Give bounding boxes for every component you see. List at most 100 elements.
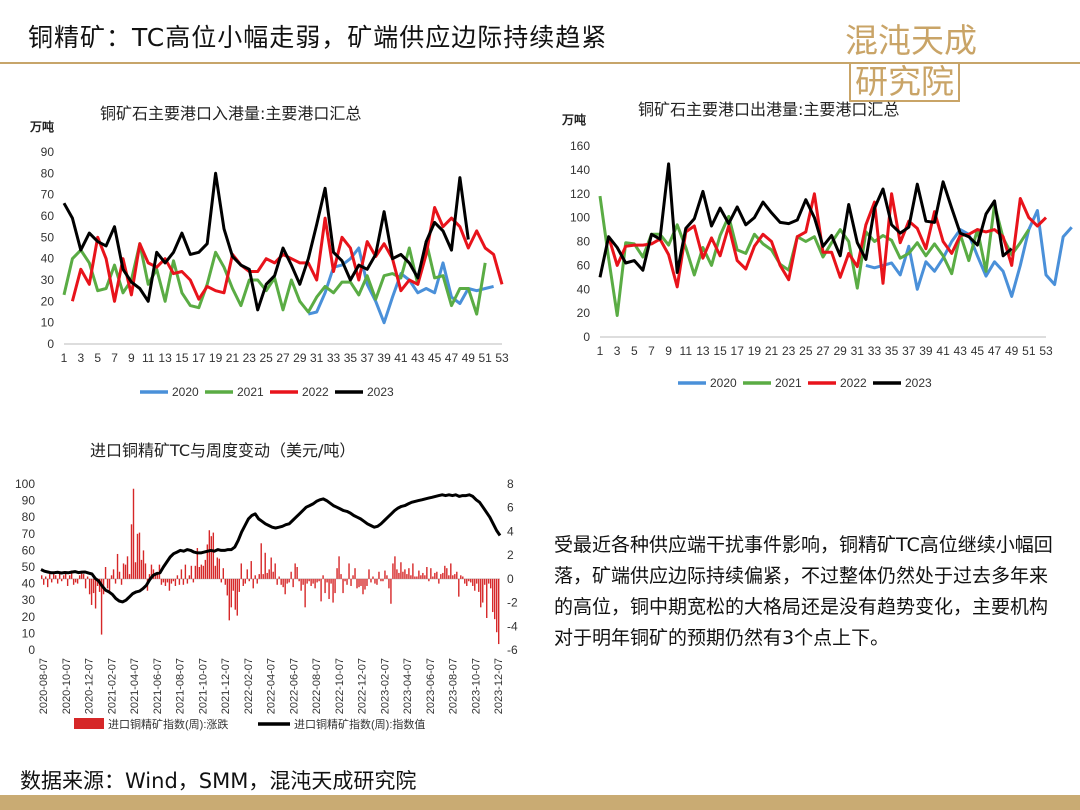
chart3-bar — [348, 563, 350, 579]
chart3-bar — [342, 578, 344, 594]
chart3-bar — [58, 571, 61, 579]
data-source: 数据来源：Wind，SMM，混沌天成研究院 — [20, 769, 417, 793]
chart2-ytick-label: 140 — [570, 163, 590, 177]
chart3-bar — [250, 561, 252, 579]
chart3-bar — [156, 571, 159, 579]
chart3-bar — [370, 578, 372, 583]
chart3-bar — [430, 568, 432, 579]
chart3-bar — [436, 571, 438, 579]
chart3-ytick-right: -6 — [507, 643, 518, 657]
chart2-ytick-label: 60 — [577, 258, 591, 272]
chart3-xtick-label: 2022-10-07 — [334, 658, 346, 714]
chart3-bar — [252, 578, 254, 589]
chart3-bar — [354, 568, 356, 579]
chart1-xtick-label: 49 — [462, 351, 476, 365]
chart3-bar — [164, 578, 167, 586]
chart1-ytick-label: 30 — [41, 273, 55, 287]
chart3-bar — [78, 575, 81, 579]
chart3-bar — [268, 569, 270, 579]
chart3-bar — [210, 536, 213, 579]
chart3-bar — [94, 578, 97, 609]
chart3-bar — [382, 578, 384, 582]
chart1-ytick-label: 10 — [41, 316, 55, 330]
chart3-bar — [240, 563, 242, 579]
chart3-bar — [182, 578, 185, 585]
chart3-bar — [43, 578, 45, 585]
chart3-bar — [452, 575, 454, 579]
chart3-bar — [278, 576, 280, 579]
chart3-bar — [330, 578, 332, 584]
chart3-bar — [438, 578, 440, 584]
chart1-ytick-label: 50 — [41, 230, 55, 244]
commentary-text: 受最近各种供应端干扰事件影响，铜精矿TC高位继续小幅回落，矿端供应边际持续偏紧，… — [554, 534, 1053, 649]
chart1-legend-label: 2021 — [237, 385, 264, 399]
chart3-bar — [256, 578, 258, 584]
chart2-xtick-label: 45 — [971, 344, 985, 358]
chart3-bar — [124, 564, 127, 579]
chart3-bar — [332, 578, 334, 603]
chart1-unit: 万吨 — [30, 120, 55, 134]
chart3-bar — [224, 578, 226, 585]
chart3-bar — [322, 575, 324, 579]
chart3-bar — [142, 550, 145, 579]
header-divider — [0, 62, 1080, 64]
chart3-bar — [110, 575, 113, 579]
chart2-series-2023-line — [598, 162, 1013, 278]
chart3-bar — [274, 563, 276, 579]
chart3-bar — [126, 556, 129, 579]
chart3-bar — [260, 543, 262, 579]
chart3-bar — [448, 575, 450, 579]
chart3-bar — [432, 576, 434, 579]
chart3-bar — [166, 578, 169, 583]
chart3-svg: 0 10 20 30 40 50 60 70 80 90 100 -6 -4 -2 0 2 4 6 8 2020-08… — [15, 477, 518, 731]
chart3-ytick-right: 8 — [507, 477, 514, 491]
logo-box: 研究院 — [849, 62, 960, 102]
chart3-bar — [70, 570, 73, 579]
chart3-xtick-label: 2021-06-07 — [152, 658, 164, 714]
chart3-bar — [480, 578, 482, 608]
chart3-legend-swatch-bar — [74, 718, 104, 729]
chart2-xtick-label: 41 — [936, 344, 950, 358]
chart1-xtick-label: 31 — [310, 351, 324, 365]
chart2-xtick-label: 17 — [731, 344, 745, 358]
chart3-bar — [364, 578, 366, 590]
chart1-xtick-label: 9 — [128, 351, 135, 365]
chart3-xtick-label: 2022-12-07 — [357, 658, 369, 714]
chart3-title: 进口铜精矿TC与周度变动（美元/吨） — [90, 441, 356, 460]
chart3-bar — [408, 568, 410, 579]
chart3-bar — [398, 572, 400, 579]
chart3-xtick-label: 2021-12-07 — [220, 658, 232, 714]
chart3-bar — [190, 565, 193, 579]
chart3-ytick-right: 4 — [507, 524, 514, 538]
chart3-bar — [426, 567, 428, 579]
chart1-xtick-label: 23 — [243, 351, 257, 365]
chart3-bar — [202, 565, 205, 579]
chart3-xtick-label: 2023-04-07 — [402, 658, 414, 714]
chart3-bar — [402, 571, 404, 579]
chart3-xtick-label: 2023-08-07 — [448, 658, 460, 714]
chart3-ytick-left: 60 — [22, 543, 36, 557]
chart2-legend-label: 2020 — [710, 376, 737, 390]
chart1-xtick-label: 39 — [377, 351, 391, 365]
chart1-xtick-label: 51 — [478, 351, 492, 365]
footer-bar — [0, 795, 1080, 810]
chart3-bar — [308, 578, 310, 582]
chart3-bar — [320, 578, 322, 602]
chart3-bar — [148, 574, 151, 579]
chart1-legend-label: 2023 — [367, 385, 394, 399]
chart2-xtick-label: 9 — [665, 344, 672, 358]
chart3-bar — [200, 564, 203, 579]
chart3-bar — [444, 565, 446, 579]
chart2-legend-label: 2022 — [840, 376, 867, 390]
chart1-xtick-label: 17 — [192, 351, 206, 365]
chart3-bar — [238, 578, 240, 592]
chart3-bar — [56, 578, 59, 584]
chart3-xtick-label: 2023-06-07 — [425, 658, 437, 714]
chart3-bar — [138, 532, 141, 579]
chart3-bar — [470, 578, 472, 583]
chart3-bar — [380, 578, 382, 582]
chart3-bar — [242, 578, 244, 586]
chart3-bar — [442, 572, 444, 579]
chart3-ytick-right: 2 — [507, 548, 514, 562]
logo: 混沌天成研究院 — [845, 14, 1080, 102]
